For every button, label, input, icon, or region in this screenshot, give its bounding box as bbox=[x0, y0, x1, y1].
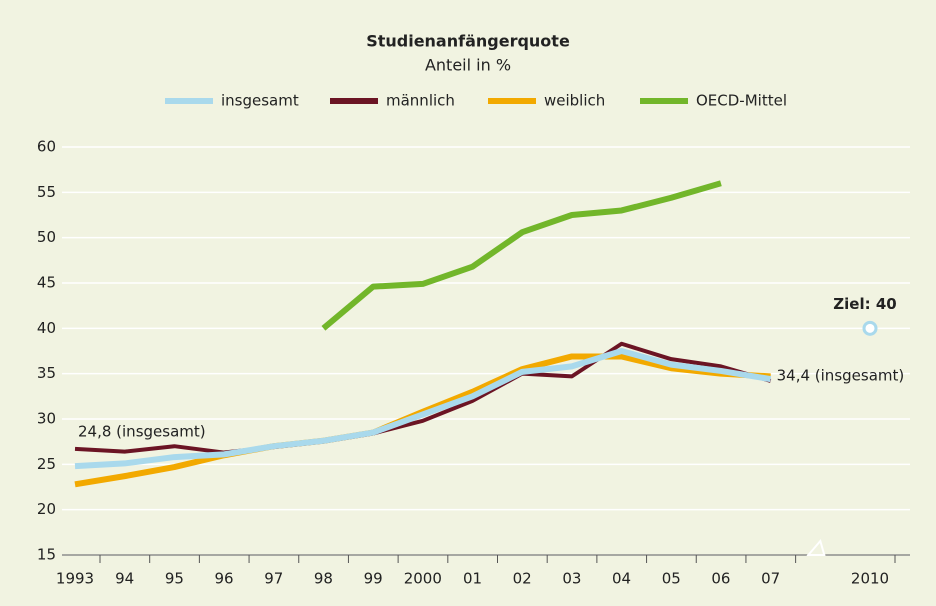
annotation: 24,8 (insgesamt) bbox=[78, 423, 206, 441]
x-tick-label: 2010 bbox=[851, 570, 889, 588]
x-tick-label: 95 bbox=[165, 570, 184, 588]
legend-label: männlich bbox=[386, 92, 455, 110]
y-tick-label: 30 bbox=[37, 410, 56, 428]
chart-title: Studienanfängerquote bbox=[366, 32, 570, 51]
x-tick-label: 96 bbox=[215, 570, 234, 588]
y-tick-label: 20 bbox=[37, 500, 56, 518]
target-marker bbox=[862, 320, 878, 336]
chart-subtitle: Anteil in % bbox=[425, 56, 511, 75]
x-tick-label: 02 bbox=[513, 570, 532, 588]
y-tick-label: 60 bbox=[37, 138, 56, 156]
y-tick-label: 25 bbox=[37, 455, 56, 473]
legend-label: insgesamt bbox=[221, 92, 299, 110]
x-tick-label: 01 bbox=[463, 570, 482, 588]
x-tick-label: 05 bbox=[662, 570, 681, 588]
x-tick-label: 97 bbox=[264, 570, 283, 588]
x-tick-label: 98 bbox=[314, 570, 333, 588]
y-tick-label: 55 bbox=[37, 183, 56, 201]
legend-label: OECD-Mittel bbox=[696, 92, 787, 110]
x-tick-label: 04 bbox=[612, 570, 631, 588]
x-tick-label: 2000 bbox=[404, 570, 442, 588]
x-tick-label: 94 bbox=[115, 570, 134, 588]
x-tick-label: 06 bbox=[711, 570, 730, 588]
x-tick-label: 03 bbox=[562, 570, 581, 588]
x-tick-label: 99 bbox=[364, 570, 383, 588]
series-line bbox=[74, 348, 772, 470]
y-tick-label: 45 bbox=[37, 274, 56, 292]
series-line bbox=[321, 180, 722, 331]
legend-label: weiblich bbox=[544, 92, 605, 110]
y-tick-label: 35 bbox=[37, 364, 56, 382]
x-tick-label: 07 bbox=[761, 570, 780, 588]
axis-break bbox=[806, 538, 826, 556]
annotation: 34,4 (insgesamt) bbox=[777, 367, 905, 385]
series-line bbox=[74, 341, 772, 455]
y-tick-label: 40 bbox=[37, 319, 56, 337]
x-tick-label: 1993 bbox=[56, 570, 94, 588]
target-label: Ziel: 40 bbox=[833, 295, 896, 313]
y-tick-label: 15 bbox=[37, 546, 56, 564]
y-tick-label: 50 bbox=[37, 228, 56, 246]
